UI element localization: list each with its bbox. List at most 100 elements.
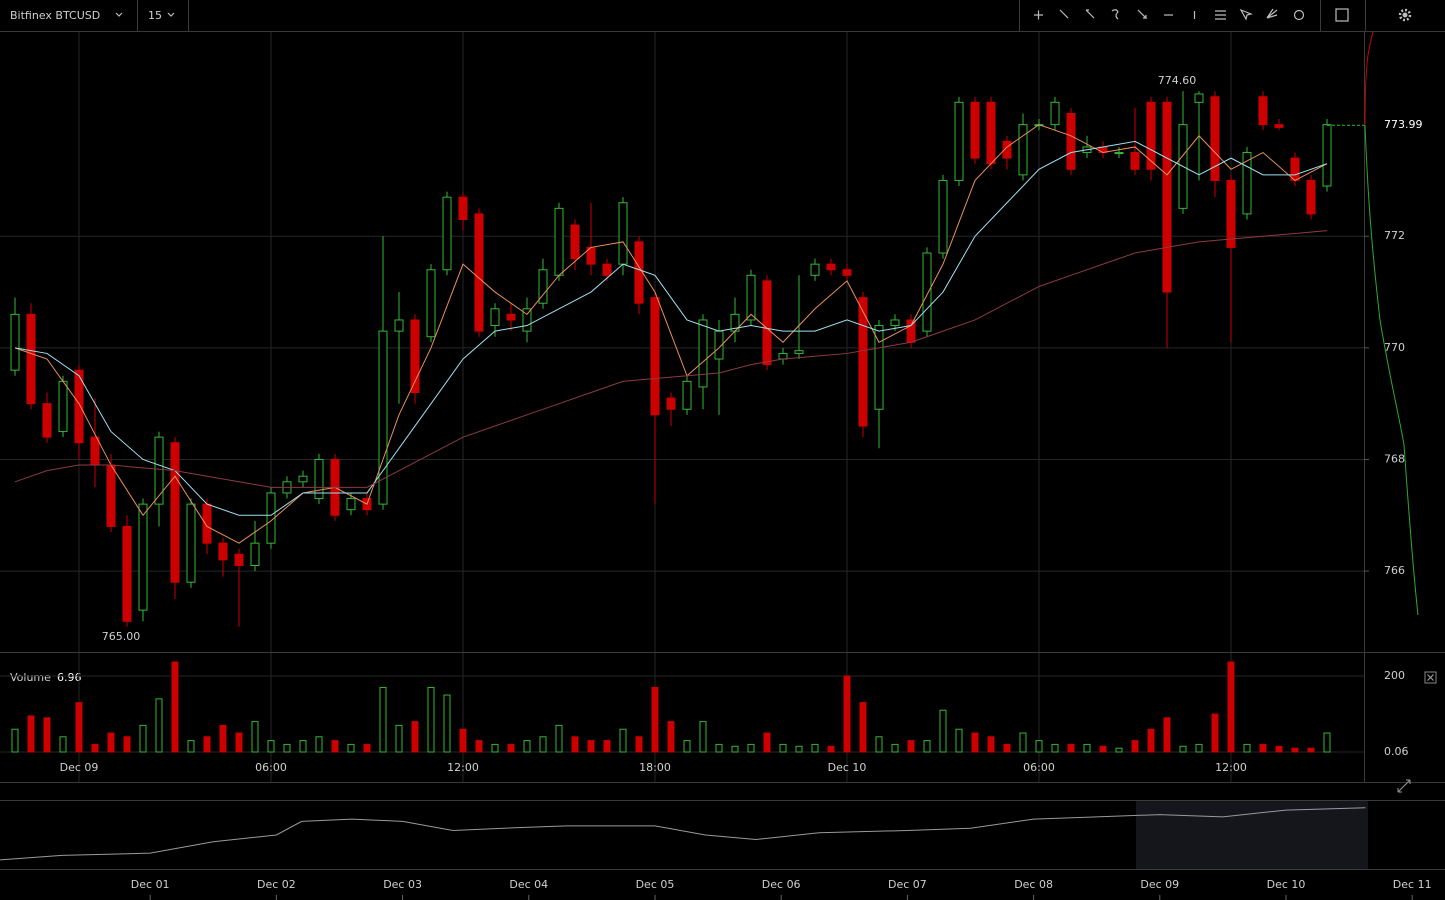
volume-bar — [699, 721, 707, 753]
moving-average — [14, 230, 1328, 488]
toolbar: Bitfinex BTCUSD 15 — [0, 0, 1445, 32]
candle-body — [1306, 179, 1316, 215]
last-price-label: 773.99 — [1384, 118, 1423, 131]
y-tick-label: 0.06 — [1384, 745, 1409, 758]
volume-bar — [299, 740, 307, 753]
volume-bar — [1051, 743, 1059, 753]
pitchfork-tool[interactable] — [1239, 8, 1253, 21]
candle-body — [298, 475, 308, 483]
candle-body — [378, 330, 388, 505]
candle-body — [682, 380, 692, 410]
candle-body — [554, 207, 564, 276]
volume-bar — [1195, 743, 1203, 753]
volume-bar — [827, 745, 835, 753]
volume-bar — [315, 736, 323, 753]
symbol[interactable]: Bitfinex BTCUSD — [10, 9, 100, 22]
navigator-line — [0, 807, 1366, 861]
candle-body — [394, 319, 404, 332]
volume-bar — [651, 686, 659, 753]
volume-bar — [251, 721, 259, 753]
interval-select[interactable]: 15 — [148, 9, 175, 22]
x-tick-label: Dec 09 — [1140, 878, 1179, 891]
candle-body — [938, 179, 948, 254]
crosshair-tool[interactable] — [1034, 10, 1043, 20]
candle-body — [186, 503, 196, 583]
candle-body — [490, 308, 500, 327]
candle-body — [1290, 157, 1300, 181]
close-cross — [1427, 674, 1434, 681]
trend-line-tool[interactable] — [1059, 9, 1069, 19]
fib-tool[interactable] — [1215, 10, 1226, 20]
depth-bids — [1364, 124, 1419, 616]
candle-body — [922, 252, 932, 332]
candle-body — [426, 269, 436, 338]
navigator-selection[interactable] — [1136, 801, 1368, 869]
volume-bar — [619, 728, 627, 753]
candle-body — [1242, 152, 1252, 215]
x-tick-label: 06:00 — [255, 761, 287, 774]
y-tick-label: 766 — [1384, 564, 1405, 577]
close-volume-button[interactable] — [1424, 671, 1437, 684]
candle-body — [154, 436, 164, 505]
volume-bar — [75, 702, 83, 753]
x-tick-label: Dec 06 — [762, 878, 801, 891]
volume-bar — [1243, 743, 1251, 753]
x-tick-label: Dec 07 — [888, 878, 927, 891]
volume-bar — [1147, 728, 1155, 753]
x-tick-label: Dec 08 — [1014, 878, 1053, 891]
ellipse-tool[interactable] — [1293, 9, 1305, 21]
symbol-select[interactable]: Bitfinex BTCUSD — [10, 9, 123, 22]
candle-body — [666, 397, 676, 410]
volume-bar — [107, 732, 115, 753]
candle-body — [1258, 96, 1268, 126]
x-tick-label: 12:00 — [447, 761, 479, 774]
candle-body — [1274, 124, 1284, 128]
x-tick-label: Dec 09 — [60, 761, 99, 774]
fan-tool[interactable] — [1266, 8, 1278, 19]
interval[interactable]: 15 — [148, 9, 162, 22]
arrow-tool[interactable] — [1137, 9, 1148, 19]
volume-bar — [1179, 745, 1187, 753]
candle-body — [970, 101, 980, 159]
volume-bar — [59, 736, 67, 753]
volume-bar — [939, 709, 947, 753]
volume-bar — [507, 743, 515, 753]
candle-body — [810, 263, 820, 276]
candle-body — [138, 503, 148, 611]
candle-body — [634, 241, 644, 304]
volume-bar — [331, 740, 339, 753]
expand-button[interactable] — [1397, 779, 1411, 793]
volume-bar — [683, 740, 691, 753]
volume-bar — [1019, 732, 1027, 753]
candle-body — [202, 503, 212, 544]
chevron — [167, 12, 175, 17]
settings-button[interactable] — [1398, 8, 1412, 22]
volume-bar — [27, 715, 35, 753]
y-tick-label: 772 — [1384, 229, 1405, 242]
volume-bar — [187, 740, 195, 753]
volume-bar — [555, 724, 563, 753]
volume-bar — [571, 736, 579, 753]
x-tick-label: Dec 10 — [828, 761, 867, 774]
candle-body — [1114, 152, 1124, 155]
volume-bar — [411, 721, 419, 753]
y-tick-label: 768 — [1384, 452, 1405, 465]
volume-bar — [1099, 745, 1107, 753]
curve-tool[interactable] — [1111, 9, 1119, 20]
volume-bar — [1323, 732, 1331, 753]
volume-bar — [219, 724, 227, 753]
volume-bar — [523, 740, 531, 753]
candle-body — [1018, 124, 1028, 176]
moving-average — [14, 124, 1328, 544]
x-tick-label: Dec 01 — [131, 878, 170, 891]
volume-bar — [427, 686, 435, 753]
candle-body — [826, 263, 836, 271]
candle-body — [650, 297, 660, 416]
indicators-button[interactable] — [1335, 8, 1349, 22]
x-tick-label: Dec 10 — [1267, 878, 1306, 891]
volume-bar — [635, 736, 643, 753]
ray-tool[interactable] — [1085, 9, 1095, 19]
candle-body — [42, 403, 52, 438]
x-tick-label: Dec 02 — [257, 878, 296, 891]
candle-body — [1146, 101, 1156, 170]
